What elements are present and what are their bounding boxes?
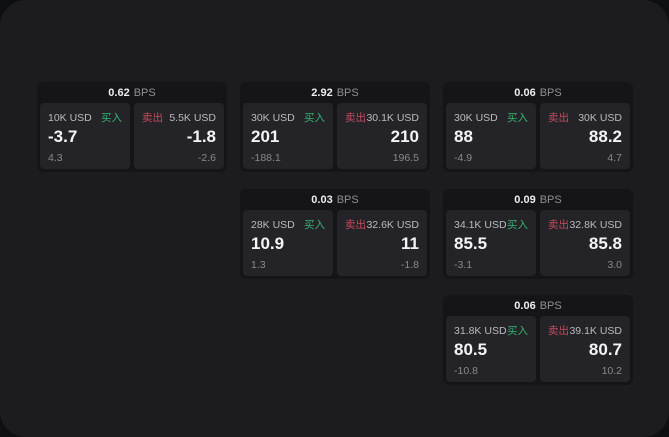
sell-size-label: 5.5K USD bbox=[169, 111, 216, 124]
sell-price: -1.8 bbox=[186, 127, 216, 146]
buy-side-label: 买入 bbox=[304, 112, 325, 124]
sell-side-label: 卖出 bbox=[548, 219, 569, 231]
sell-size-label: 30.1K USD bbox=[366, 111, 419, 124]
buy-size-label: 30K USD bbox=[454, 111, 498, 124]
buy-size-label: 34.1K USD bbox=[454, 218, 507, 231]
buy-sub-value: -188.1 bbox=[251, 152, 281, 164]
buy-quote-tile[interactable]: 31.8K USD 买入 80.5 -10.8 bbox=[446, 316, 536, 382]
bps-value: 0.62 bbox=[108, 86, 130, 99]
bps-unit-label: BPS bbox=[539, 193, 562, 206]
sell-sub-value: 10.2 bbox=[601, 365, 622, 377]
buy-side-label: 买入 bbox=[507, 219, 528, 231]
sell-size-label: 39.1K USD bbox=[569, 324, 622, 337]
buy-price: 80.5 bbox=[454, 340, 488, 359]
sell-size-label: 32.6K USD bbox=[366, 218, 419, 231]
bps-header: 0.62 BPS bbox=[37, 82, 227, 103]
buy-sub-value: -3.1 bbox=[454, 259, 473, 271]
buy-price: 201 bbox=[251, 127, 280, 146]
buy-quote-tile[interactable]: 30K USD 买入 88 -4.9 bbox=[446, 103, 536, 169]
sell-price: 11 bbox=[401, 234, 419, 253]
bps-header: 0.09 BPS bbox=[443, 189, 633, 210]
buy-side-label: 买入 bbox=[304, 219, 325, 231]
sell-quote-tile[interactable]: 卖出 30.1K USD 210 196.5 bbox=[337, 103, 427, 169]
bps-header: 0.03 BPS bbox=[240, 189, 430, 210]
sell-quote-tile[interactable]: 卖出 30K USD 88.2 4.7 bbox=[540, 103, 630, 169]
sell-quote-tile[interactable]: 卖出 32.8K USD 85.8 3.0 bbox=[540, 210, 630, 276]
bps-header: 0.06 BPS bbox=[443, 295, 633, 316]
sell-size-label: 30K USD bbox=[578, 111, 622, 124]
bps-unit-label: BPS bbox=[133, 86, 156, 99]
buy-quote-tile[interactable]: 28K USD 买入 10.9 1.3 bbox=[243, 210, 333, 276]
sell-side-label: 卖出 bbox=[142, 112, 163, 124]
buy-quote-tile[interactable]: 30K USD 买入 201 -188.1 bbox=[243, 103, 333, 169]
bps-value: 0.09 bbox=[514, 193, 536, 206]
sell-side-label: 卖出 bbox=[345, 219, 366, 231]
bps-value: 0.06 bbox=[514, 86, 536, 99]
buy-sub-value: 4.3 bbox=[48, 152, 63, 164]
buy-price: -3.7 bbox=[48, 127, 78, 146]
sell-quote-tile[interactable]: 卖出 39.1K USD 80.7 10.2 bbox=[540, 316, 630, 382]
sell-price: 88.2 bbox=[588, 127, 622, 146]
sell-sub-value: -2.6 bbox=[197, 152, 216, 164]
sell-sub-value: -1.8 bbox=[400, 259, 419, 271]
buy-size-label: 31.8K USD bbox=[454, 324, 507, 337]
quote-card-6: 0.06 BPS 31.8K USD 买入 80.5 -10.8 卖出 39.1… bbox=[443, 295, 633, 385]
sell-price: 85.8 bbox=[588, 234, 622, 253]
buy-quote-tile[interactable]: 10K USD 买入 -3.7 4.3 bbox=[40, 103, 130, 169]
buy-sub-value: 1.3 bbox=[251, 259, 266, 271]
bps-header: 0.06 BPS bbox=[443, 82, 633, 103]
quote-card-2: 2.92 BPS 30K USD 买入 201 -188.1 卖出 30.1K … bbox=[240, 82, 430, 172]
sell-side-label: 卖出 bbox=[548, 112, 569, 124]
quote-card-5: 0.09 BPS 34.1K USD 买入 85.5 -3.1 卖出 32.8K… bbox=[443, 189, 633, 279]
buy-sub-value: -4.9 bbox=[454, 152, 473, 164]
sell-side-label: 卖出 bbox=[345, 112, 366, 124]
quote-card-3: 0.06 BPS 30K USD 买入 88 -4.9 卖出 30K USD 8… bbox=[443, 82, 633, 172]
sell-size-label: 32.8K USD bbox=[569, 218, 622, 231]
bps-value: 0.03 bbox=[311, 193, 333, 206]
buy-side-label: 买入 bbox=[507, 325, 528, 337]
bps-value: 0.06 bbox=[514, 299, 536, 312]
bps-value: 2.92 bbox=[311, 86, 333, 99]
sell-sub-value: 3.0 bbox=[607, 259, 622, 271]
buy-sub-value: -10.8 bbox=[454, 365, 478, 377]
bps-header: 2.92 BPS bbox=[240, 82, 430, 103]
sell-quote-tile[interactable]: 卖出 5.5K USD -1.8 -2.6 bbox=[134, 103, 224, 169]
sell-price: 80.7 bbox=[588, 340, 622, 359]
quote-card-1: 0.62 BPS 10K USD 买入 -3.7 4.3 卖出 5.5K USD… bbox=[37, 82, 227, 172]
bps-unit-label: BPS bbox=[336, 193, 359, 206]
bps-unit-label: BPS bbox=[336, 86, 359, 99]
sell-sub-value: 196.5 bbox=[392, 152, 419, 164]
sell-price: 210 bbox=[390, 127, 419, 146]
buy-size-label: 10K USD bbox=[48, 111, 92, 124]
buy-side-label: 买入 bbox=[507, 112, 528, 124]
sell-side-label: 卖出 bbox=[548, 325, 569, 337]
bps-unit-label: BPS bbox=[539, 299, 562, 312]
buy-side-label: 买入 bbox=[101, 112, 122, 124]
buy-price: 88 bbox=[454, 127, 473, 146]
quote-card-4: 0.03 BPS 28K USD 买入 10.9 1.3 卖出 32.6K US… bbox=[240, 189, 430, 279]
buy-price: 85.5 bbox=[454, 234, 488, 253]
buy-size-label: 28K USD bbox=[251, 218, 295, 231]
buy-quote-tile[interactable]: 34.1K USD 买入 85.5 -3.1 bbox=[446, 210, 536, 276]
bps-unit-label: BPS bbox=[539, 86, 562, 99]
sell-quote-tile[interactable]: 卖出 32.6K USD 11 -1.8 bbox=[337, 210, 427, 276]
buy-size-label: 30K USD bbox=[251, 111, 295, 124]
buy-price: 10.9 bbox=[251, 234, 285, 253]
sell-sub-value: 4.7 bbox=[607, 152, 622, 164]
